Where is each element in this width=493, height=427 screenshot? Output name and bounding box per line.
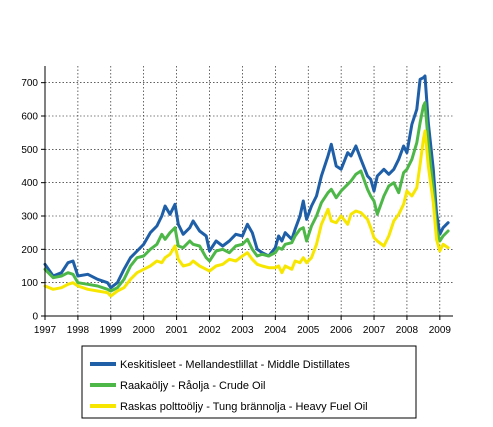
- x-tick-label: 2003: [231, 325, 254, 336]
- legend-label-1: Keskitisleet - Mellandestlillat - Middle…: [120, 359, 350, 371]
- x-tick-label: 1999: [100, 325, 123, 336]
- y-axis-ticks: 0 100 200 300 400 500 600 700: [21, 78, 45, 323]
- series-line-1: [43, 74, 450, 290]
- legend-box: [81, 345, 417, 419]
- grid-lines: [45, 66, 453, 316]
- y-tick-label: 100: [21, 278, 38, 289]
- x-tick-label: 1998: [67, 325, 90, 336]
- series-line-3: [43, 129, 450, 298]
- y-tick-label: 400: [21, 178, 38, 189]
- legend-label-2: Raakaöljy - Råolja - Crude Oil: [120, 380, 266, 392]
- series-line-2: [43, 101, 450, 293]
- y-tick-label: 0: [32, 312, 38, 323]
- y-tick-label: 500: [21, 145, 38, 156]
- x-tick-label: 2004: [264, 325, 287, 336]
- x-tick-label: 2000: [133, 325, 156, 336]
- x-tick-label: 1997: [34, 325, 57, 336]
- x-tick-label: 2009: [429, 325, 452, 336]
- y-tick-label: 200: [21, 245, 38, 256]
- x-tick-label: 2008: [396, 325, 419, 336]
- axes: [44, 66, 453, 317]
- x-axis-ticks: 1997 1998 1999 2000 2001 2002 2003 2004 2005 2006…: [34, 316, 452, 336]
- x-tick-label: 2006: [330, 325, 353, 336]
- legend: Keskitisleet - Mellandestlillat - Middle…: [81, 345, 417, 419]
- series-layer: [43, 74, 450, 298]
- x-tick-label: 2005: [297, 325, 320, 336]
- y-tick-label: 300: [21, 212, 38, 223]
- y-tick-label: 600: [21, 112, 38, 123]
- y-tick-label: 700: [21, 78, 38, 89]
- x-tick-label: 2007: [363, 325, 386, 336]
- legend-label-3: Raskas polttoöljy - Tung brännolja - Hea…: [120, 401, 368, 413]
- x-tick-label: 2001: [165, 325, 188, 336]
- x-tick-label: 2002: [198, 325, 221, 336]
